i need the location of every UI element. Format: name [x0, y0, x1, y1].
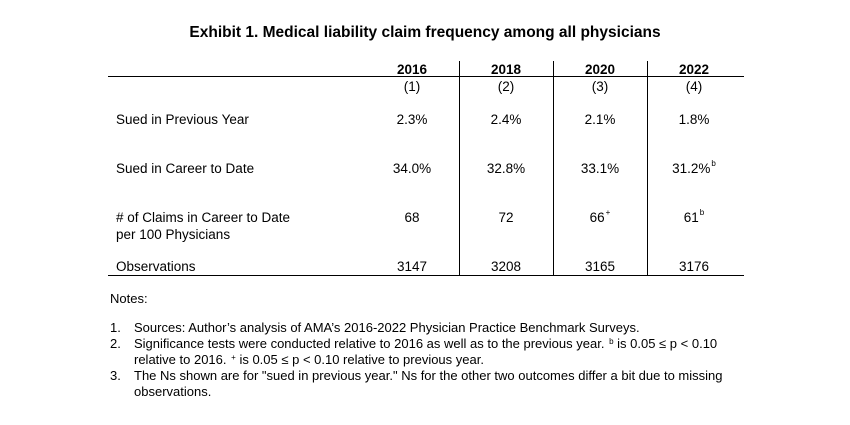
col-header-year-2020: 2020: [584, 62, 616, 77]
row-label-claims-line2: per 100 Physicians: [116, 227, 231, 242]
note-text: observations.: [134, 384, 212, 399]
col-number-3: (3): [591, 79, 609, 94]
table-cell: 33.1%: [580, 161, 620, 176]
table-cell: 2.4%: [490, 112, 522, 127]
cell-value: 31.2%: [672, 161, 711, 176]
column-divider-3: [647, 61, 648, 275]
cell-value: 66: [589, 210, 605, 225]
note-text: Significance tests were conducted relati…: [134, 336, 754, 352]
table-cell: 3176: [678, 259, 710, 274]
table-cell: 2.3%: [396, 112, 428, 127]
note-text: The Ns shown are for "sued in previous y…: [134, 368, 723, 383]
table-cell: 68: [404, 210, 420, 225]
note-text-part: relative to 2016.: [134, 352, 227, 367]
column-divider-1: [459, 61, 460, 275]
table-cell: 3165: [584, 259, 616, 274]
notes-heading: Notes:: [110, 291, 148, 306]
note-number: 2.: [110, 336, 121, 351]
note-text-part: is 0.05 ≤ p < 0.10: [617, 336, 718, 351]
table-cell: 66+: [560, 208, 640, 225]
column-divider-2: [553, 61, 554, 275]
table-bottom-rule: [108, 275, 744, 276]
note-number: 3.: [110, 368, 121, 383]
row-label-observations: Observations: [116, 259, 196, 274]
significance-marker: +: [231, 353, 236, 362]
table-cell: 3147: [396, 259, 428, 274]
table-cell: 3208: [490, 259, 522, 274]
table-cell: 61b: [654, 208, 734, 225]
row-label-claims-line1: # of Claims in Career to Date: [116, 210, 291, 225]
note-text-part: Significance tests were conducted relati…: [134, 336, 605, 351]
table-top-rule: [108, 76, 744, 77]
table-cell: 32.8%: [486, 161, 526, 176]
note-text-part: is 0.05 ≤ p < 0.10 relative to previous …: [239, 352, 484, 367]
table-cell: 1.8%: [678, 112, 710, 127]
note-text: Sources: Author’s analysis of AMA’s 2016…: [134, 320, 640, 335]
note-text: relative to 2016. + is 0.05 ≤ p < 0.10 r…: [134, 352, 754, 368]
table-cell: 72: [498, 210, 514, 225]
col-header-year-2016: 2016: [396, 62, 428, 77]
table-cell: 34.0%: [392, 161, 432, 176]
significance-marker: b: [699, 208, 705, 217]
significance-marker: +: [605, 208, 611, 217]
table-cell: 2.1%: [584, 112, 616, 127]
exhibit-title: Exhibit 1. Medical liability claim frequ…: [189, 24, 661, 41]
col-header-year-2018: 2018: [490, 62, 522, 77]
row-label-sued-previous-year: Sued in Previous Year: [116, 112, 249, 127]
cell-value: 61: [683, 210, 699, 225]
col-header-year-2022: 2022: [678, 62, 710, 77]
note-number: 1.: [110, 320, 121, 335]
table-cell: 31.2%b: [654, 159, 734, 176]
col-number-4: (4): [685, 79, 703, 94]
significance-marker: b: [711, 159, 716, 168]
row-label-sued-career: Sued in Career to Date: [116, 161, 255, 176]
significance-marker: b: [609, 337, 614, 346]
col-number-1: (1): [403, 79, 421, 94]
col-number-2: (2): [497, 79, 515, 94]
